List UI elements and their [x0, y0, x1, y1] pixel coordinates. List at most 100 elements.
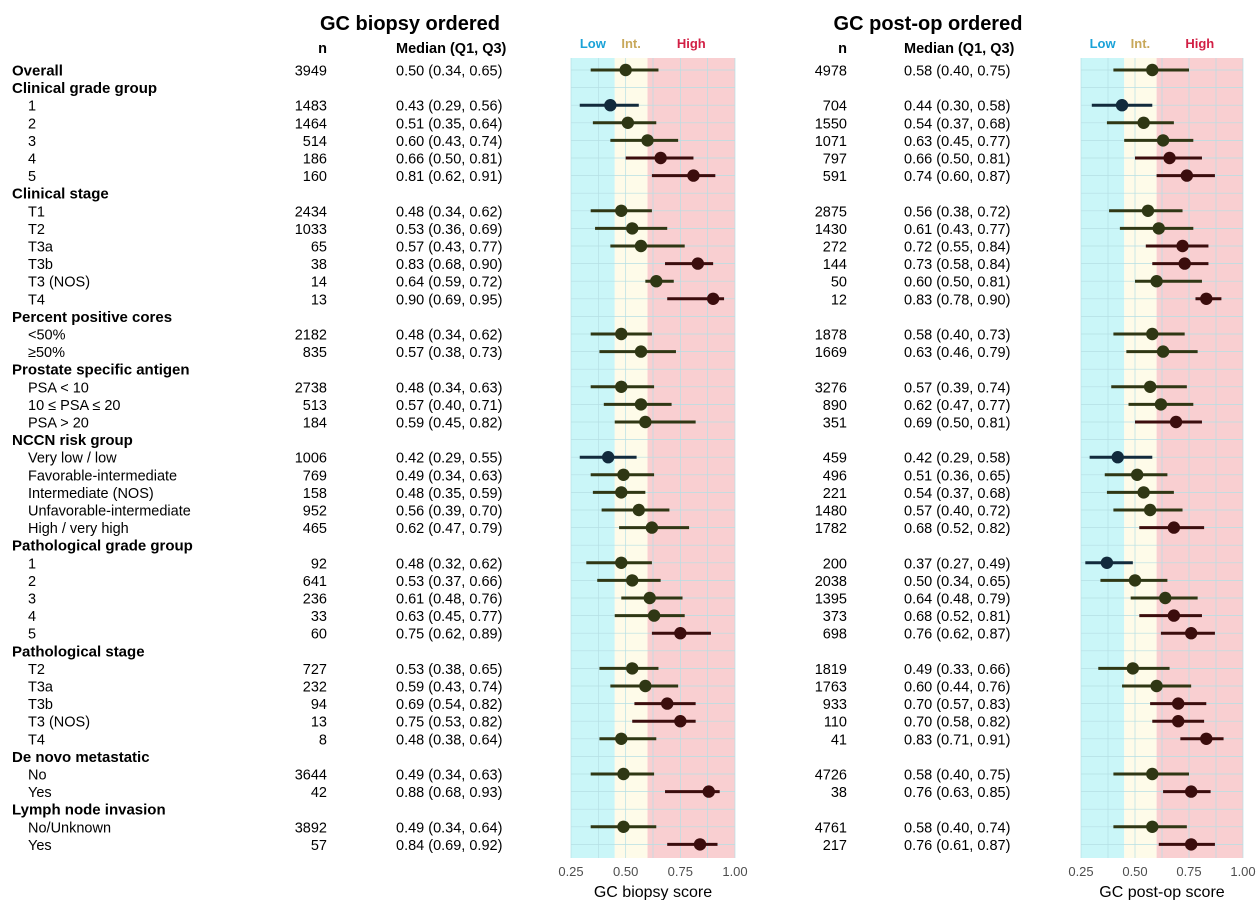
postop-n-value: 1550 — [815, 116, 847, 132]
postop-median-text: 0.76 (0.63, 0.85) — [904, 785, 1010, 801]
row-label: Intermediate (NOS) — [28, 486, 154, 502]
row-label: 4 — [28, 152, 36, 168]
postop-n-value: 1763 — [815, 680, 847, 696]
postop-median-point — [1184, 627, 1198, 640]
biopsy-median-point — [601, 451, 615, 464]
biopsy-median-text: 0.83 (0.68, 0.90) — [396, 257, 502, 273]
biopsy-zone-band-high — [647, 58, 735, 858]
postop-median-point — [1159, 591, 1172, 605]
biopsy-median-point — [693, 838, 707, 851]
biopsy-median-point — [654, 151, 667, 165]
biopsy-n-value: 60 — [311, 627, 327, 643]
postop-median-text: 0.60 (0.50, 0.81) — [904, 275, 1010, 291]
biopsy-n-value: 952 — [303, 504, 327, 520]
biopsy-median-point — [645, 521, 659, 534]
postop-median-point — [1141, 204, 1155, 217]
biopsy-median-point — [617, 468, 630, 481]
row-label: T3b — [28, 697, 53, 713]
postop-median-point — [1184, 838, 1198, 851]
biopsy-n-value: 514 — [303, 134, 327, 150]
postop-median-text: 0.50 (0.34, 0.65) — [904, 574, 1010, 590]
biopsy-median-point — [615, 204, 628, 217]
postop-n-value: 1480 — [815, 504, 847, 520]
postop-median-text: 0.68 (0.52, 0.81) — [904, 609, 1010, 625]
postop-n-value: 797 — [823, 152, 847, 168]
biopsy-zone-label-int: Int. — [621, 36, 641, 51]
biopsy-n-value: 3949 — [295, 64, 327, 80]
biopsy-n-value: 513 — [303, 398, 327, 414]
postop-median-text: 0.49 (0.33, 0.66) — [904, 662, 1010, 678]
biopsy-zone-label-high: High — [677, 36, 706, 51]
postop-median-text: 0.70 (0.58, 0.82) — [904, 715, 1010, 731]
postop-median-point — [1169, 415, 1183, 429]
postop-n-value: 38 — [831, 785, 847, 801]
biopsy-median-text: 0.53 (0.36, 0.69) — [396, 222, 502, 238]
postop-median-text: 0.57 (0.40, 0.72) — [904, 504, 1010, 520]
postop-median-text: 0.72 (0.55, 0.84) — [904, 240, 1010, 256]
biopsy-x-axis-label: GC biopsy score — [594, 884, 712, 900]
biopsy-median-point — [641, 134, 654, 147]
biopsy-median-point — [634, 239, 648, 253]
postop-median-text: 0.58 (0.40, 0.73) — [904, 328, 1010, 344]
postop-n-value: 1071 — [815, 134, 847, 150]
row-label: 10 ≤ PSA ≤ 20 — [28, 398, 121, 414]
forest-marks — [579, 63, 1224, 851]
postop-median-point — [1146, 63, 1159, 77]
postop-n-value: 373 — [823, 609, 847, 625]
postop-x-tick-label: 0.50 — [1122, 864, 1147, 879]
postop-median-text: 0.58 (0.40, 0.74) — [904, 820, 1010, 836]
postop-median-text: 0.76 (0.61, 0.87) — [904, 838, 1010, 854]
biopsy-median-text: 0.48 (0.32, 0.62) — [396, 556, 502, 572]
biopsy-n-value: 42 — [311, 785, 327, 801]
biopsy-median-text: 0.60 (0.43, 0.74) — [396, 134, 502, 150]
postop-median-text: 0.63 (0.46, 0.79) — [904, 345, 1010, 361]
biopsy-n-value: 92 — [311, 556, 327, 572]
postop-n-value: 1430 — [815, 222, 847, 238]
biopsy-median-text: 0.49 (0.34, 0.63) — [396, 768, 502, 784]
postop-zone-label-low: Low — [1090, 36, 1117, 51]
biopsy-n-value: 94 — [311, 697, 327, 713]
row-label: 2 — [28, 116, 36, 132]
row-label: T3a — [28, 680, 54, 696]
biopsy-median-text: 0.64 (0.59, 0.72) — [396, 275, 502, 291]
biopsy-median-point — [674, 715, 687, 728]
postop-median-header: Median (Q1, Q3) — [904, 41, 1015, 57]
postop-x-axis-label: GC post-op score — [1099, 884, 1224, 900]
postop-n-value: 496 — [823, 468, 847, 484]
biopsy-median-text: 0.56 (0.39, 0.70) — [396, 504, 502, 520]
postop-median-point — [1137, 486, 1150, 499]
biopsy-median-text: 0.53 (0.38, 0.65) — [396, 662, 502, 678]
biopsy-median-point — [632, 503, 645, 517]
postop-median-point — [1184, 785, 1198, 798]
biopsy-median-point — [626, 662, 639, 675]
postop-n-value: 591 — [823, 169, 847, 185]
postop-n-value: 459 — [823, 451, 847, 467]
biopsy-median-point — [615, 732, 628, 745]
row-label: T2 — [28, 222, 45, 238]
biopsy-median-text: 0.57 (0.43, 0.77) — [396, 240, 502, 256]
postop-n-header: n — [838, 41, 847, 57]
biopsy-n-value: 1464 — [295, 116, 327, 132]
postop-n-value: 4761 — [815, 820, 847, 836]
biopsy-median-point — [604, 99, 617, 112]
postop-n-value: 50 — [831, 275, 847, 291]
biopsy-n-value: 14 — [311, 275, 327, 291]
biopsy-median-point — [674, 627, 687, 640]
biopsy-median-text: 0.90 (0.69, 0.95) — [396, 292, 502, 308]
biopsy-n-value: 184 — [303, 416, 327, 432]
postop-n-value: 2038 — [815, 574, 847, 590]
biopsy-median-text: 0.53 (0.37, 0.66) — [396, 574, 502, 590]
biopsy-n-value: 1006 — [295, 451, 327, 467]
biopsy-median-text: 0.81 (0.62, 0.91) — [396, 169, 502, 185]
postop-median-text: 0.76 (0.62, 0.87) — [904, 627, 1010, 643]
biopsy-n-value: 186 — [303, 152, 327, 168]
row-label: 1 — [28, 556, 36, 572]
biopsy-x-tick-label: 0.50 — [613, 864, 638, 879]
postop-median-point — [1172, 715, 1185, 728]
row-label: 5 — [28, 169, 36, 185]
row-label: 3 — [28, 134, 36, 150]
postop-x-tick-label: 0.25 — [1068, 864, 1093, 879]
postop-median-point — [1178, 257, 1191, 270]
biopsy-n-value: 158 — [303, 486, 327, 502]
biopsy-n-value: 465 — [303, 521, 327, 537]
